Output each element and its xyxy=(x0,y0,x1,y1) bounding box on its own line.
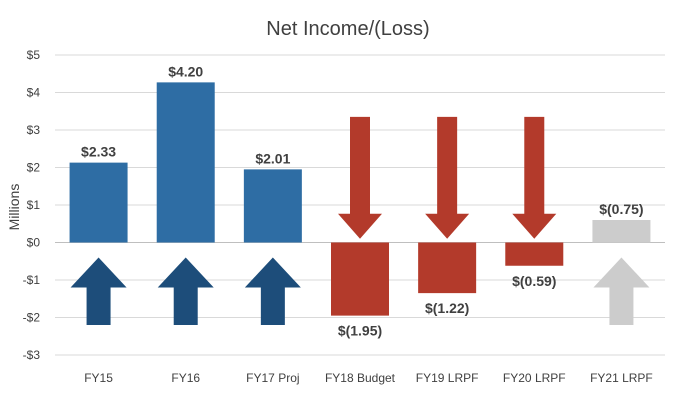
bar xyxy=(156,82,215,243)
data-label: $2.01 xyxy=(255,150,290,166)
y-tick-label: $1 xyxy=(27,198,41,212)
data-label: $4.20 xyxy=(168,63,203,79)
chart-title: Net Income/(Loss) xyxy=(266,18,429,40)
arrow-up-icon xyxy=(593,257,650,325)
y-tick-label: $3 xyxy=(27,123,41,137)
y-axis-title: Millions xyxy=(6,184,22,231)
bar xyxy=(505,242,564,266)
category-label: FY18 Budget xyxy=(325,371,396,385)
data-label: $2.33 xyxy=(81,144,116,160)
bar xyxy=(331,242,389,316)
y-tick-label: $5 xyxy=(27,48,41,62)
category-label: FY21 LRPF xyxy=(590,371,653,385)
data-label: $(0.75) xyxy=(599,201,643,217)
category-label: FY20 LRPF xyxy=(503,371,566,385)
category-labels: FY15 FY16 FY17 Proj FY18 Budget FY19 LRPF FY2… xyxy=(84,371,653,385)
data-label: $(1.95) xyxy=(338,323,382,339)
data-label: $(1.22) xyxy=(425,300,469,316)
data-labels: $2.33 $4.20 $2.01 $(1.95) $(1.22) $(0.59) $(0.… xyxy=(81,63,644,338)
bars xyxy=(69,82,651,316)
y-tick-label: -$1 xyxy=(23,273,41,287)
arrow-up-icon xyxy=(157,257,214,325)
arrow-up-icon xyxy=(244,257,301,325)
category-label: FY19 LRPF xyxy=(416,371,479,385)
arrow-up-icon xyxy=(70,257,127,325)
y-tick-label: $4 xyxy=(27,86,41,100)
bar xyxy=(243,169,302,243)
arrow-down-icon xyxy=(512,116,557,239)
category-label: FY16 xyxy=(171,371,200,385)
category-label: FY17 Proj xyxy=(246,371,299,385)
y-tick-label: -$2 xyxy=(23,311,41,325)
y-tick-label: $2 xyxy=(27,161,41,175)
data-label: $(0.59) xyxy=(512,273,556,289)
category-label: FY15 xyxy=(84,371,113,385)
arrow-down-icon xyxy=(425,116,470,239)
bar xyxy=(592,220,651,243)
y-tick-label: -$3 xyxy=(23,348,41,362)
y-tick-labels: $5 $4 $3 $2 $1 $0 -$1 -$2 -$3 xyxy=(23,48,41,362)
arrow-down-icon xyxy=(338,116,382,239)
arrows xyxy=(70,116,650,325)
bar xyxy=(418,242,477,294)
y-tick-label: $0 xyxy=(27,236,41,250)
bar xyxy=(69,162,128,243)
